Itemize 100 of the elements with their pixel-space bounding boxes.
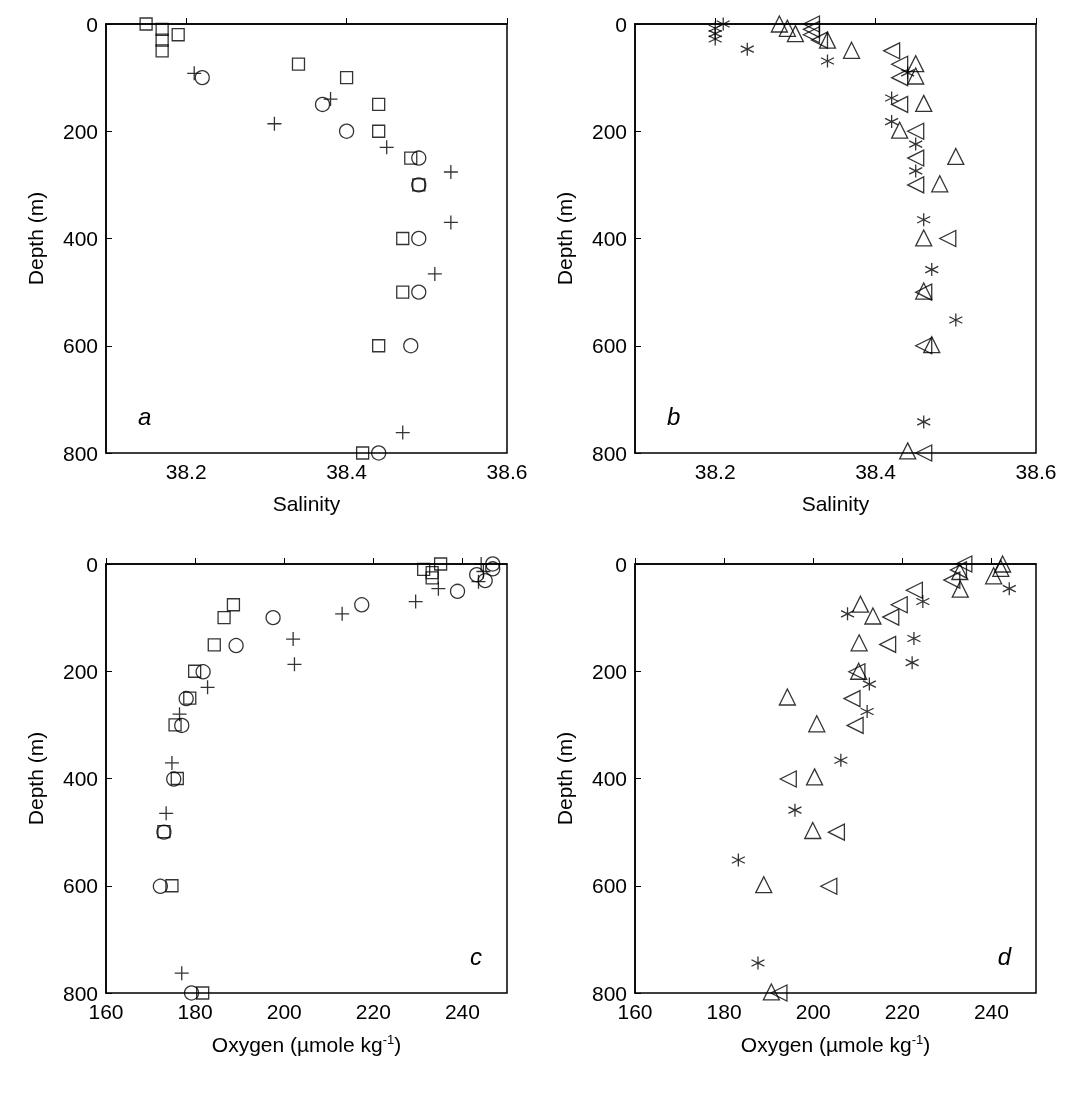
- point: [907, 122, 925, 140]
- point: [786, 25, 805, 43]
- point: [152, 878, 169, 894]
- point: [770, 15, 789, 33]
- y-tick-label: 200: [591, 119, 627, 143]
- y-axis-title: Depth (m): [24, 731, 47, 826]
- point: [178, 690, 194, 707]
- point: [891, 68, 909, 87]
- y-axis-title: Depth (m): [24, 191, 47, 286]
- y-tick-label: 600: [62, 874, 98, 898]
- point: [916, 212, 931, 227]
- point: [731, 852, 746, 868]
- point: [915, 229, 933, 247]
- annotation: d: [997, 942, 1012, 970]
- point: [266, 116, 283, 132]
- point: [194, 69, 210, 86]
- y-tick-label: 600: [591, 334, 627, 358]
- point: [339, 70, 354, 85]
- point: [907, 67, 925, 85]
- x-tick-label: 220: [355, 1000, 391, 1023]
- point: [908, 136, 923, 152]
- point: [818, 31, 837, 49]
- x-tick-label: 38.2: [694, 460, 736, 483]
- point: [425, 571, 439, 585]
- point: [338, 123, 355, 139]
- point: [804, 821, 822, 840]
- point: [778, 688, 797, 706]
- point: [899, 442, 917, 460]
- point: [884, 90, 899, 106]
- point: [708, 31, 723, 47]
- point: [878, 635, 897, 654]
- point: [904, 655, 920, 670]
- point: [475, 563, 492, 580]
- point: [188, 664, 202, 678]
- point: [907, 149, 925, 167]
- y-tick-label: 600: [62, 334, 98, 358]
- x-tick-label: 38.4: [326, 460, 368, 483]
- point: [859, 704, 875, 719]
- point: [770, 984, 788, 1002]
- point: [915, 337, 933, 355]
- point: [195, 664, 211, 680]
- point: [171, 28, 185, 42]
- y-axis-title: Depth (m): [553, 191, 576, 286]
- point: [808, 715, 826, 733]
- point: [842, 41, 861, 59]
- point: [217, 610, 231, 625]
- point: [372, 339, 386, 353]
- point: [891, 95, 909, 114]
- point: [827, 823, 846, 841]
- point: [226, 598, 241, 612]
- point: [404, 151, 418, 165]
- x-tick-label: 200: [266, 1000, 302, 1023]
- point: [906, 631, 922, 646]
- x-axis-title: Salinity: [272, 492, 341, 515]
- point: [915, 444, 933, 462]
- point: [805, 768, 824, 786]
- point: [291, 57, 306, 71]
- point: [354, 597, 370, 613]
- point: [174, 717, 190, 734]
- point: [951, 580, 969, 598]
- x-axis-title: Salinity: [801, 492, 870, 515]
- point: [183, 691, 197, 705]
- y-tick-label: 400: [62, 767, 98, 790]
- y-tick-label: 200: [62, 119, 98, 143]
- point: [843, 689, 861, 708]
- x-tick-label: 180: [706, 1000, 742, 1023]
- y-tick-label: 200: [591, 659, 627, 683]
- point: [403, 338, 419, 354]
- point: [485, 561, 501, 577]
- point: [943, 571, 961, 589]
- point: [907, 176, 925, 194]
- point: [470, 574, 487, 590]
- point: [171, 706, 188, 722]
- point: [923, 336, 941, 354]
- point: [924, 262, 939, 277]
- point: [371, 445, 387, 461]
- point: [168, 718, 182, 732]
- point: [207, 638, 221, 652]
- point: [286, 656, 303, 672]
- y-tick-label: 400: [591, 227, 627, 250]
- point: [778, 19, 797, 37]
- point: [716, 16, 731, 32]
- point: [890, 596, 908, 614]
- point: [425, 565, 439, 580]
- annotation: b: [667, 402, 681, 430]
- x-tick-label: 240: [973, 1000, 1009, 1023]
- point: [755, 876, 773, 894]
- point: [939, 229, 957, 248]
- point: [155, 33, 169, 47]
- point: [891, 121, 909, 139]
- point: [430, 581, 447, 597]
- point: [155, 44, 169, 58]
- point: [947, 147, 965, 166]
- point: [820, 53, 835, 69]
- point: [810, 31, 829, 49]
- point: [199, 679, 216, 695]
- point: [396, 231, 410, 246]
- point: [992, 559, 1010, 577]
- point: [166, 771, 182, 787]
- point: [411, 150, 427, 166]
